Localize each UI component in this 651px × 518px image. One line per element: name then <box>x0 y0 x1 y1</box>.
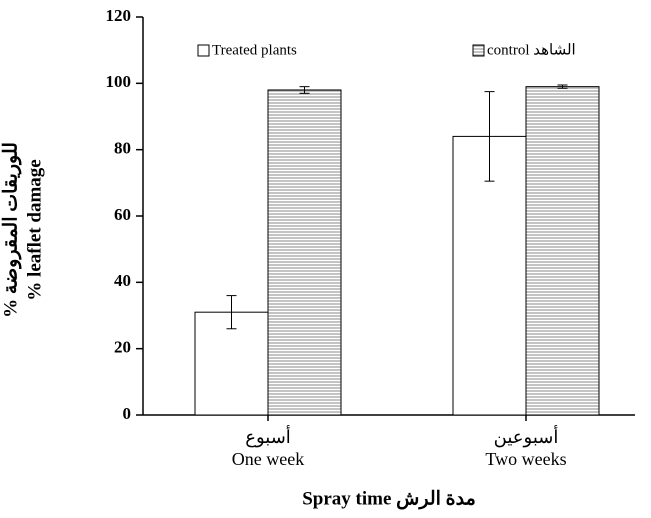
y-tick-label: 20 <box>114 338 131 357</box>
x-tick-label: One week <box>232 449 304 469</box>
x-tick-label: أسبوعين <box>494 425 559 448</box>
legend-swatch <box>197 44 210 57</box>
legend-label: control الشاهد <box>487 42 576 58</box>
x-tick-label: أسبوع <box>245 425 291 448</box>
bar <box>452 135 527 416</box>
y-tick-label: 0 <box>123 404 132 423</box>
y-tick-label: 100 <box>106 72 132 91</box>
legend-label: Treated plants <box>212 42 297 58</box>
legend-swatch <box>472 44 485 57</box>
y-tick-label: 60 <box>114 205 131 224</box>
y-tick-label: 40 <box>114 271 131 290</box>
y-tick-label: 80 <box>114 139 131 158</box>
bar <box>525 86 600 416</box>
x-tick-label: Two weeks <box>485 449 566 469</box>
y-tick-label: 120 <box>106 6 132 25</box>
x-axis-label: Spray time مدة الرش <box>302 488 476 509</box>
bar <box>267 89 342 416</box>
y-axis-label: % leaflet damage <box>24 159 45 300</box>
y-axis-label: % للوريقات المقروضة <box>0 142 21 318</box>
